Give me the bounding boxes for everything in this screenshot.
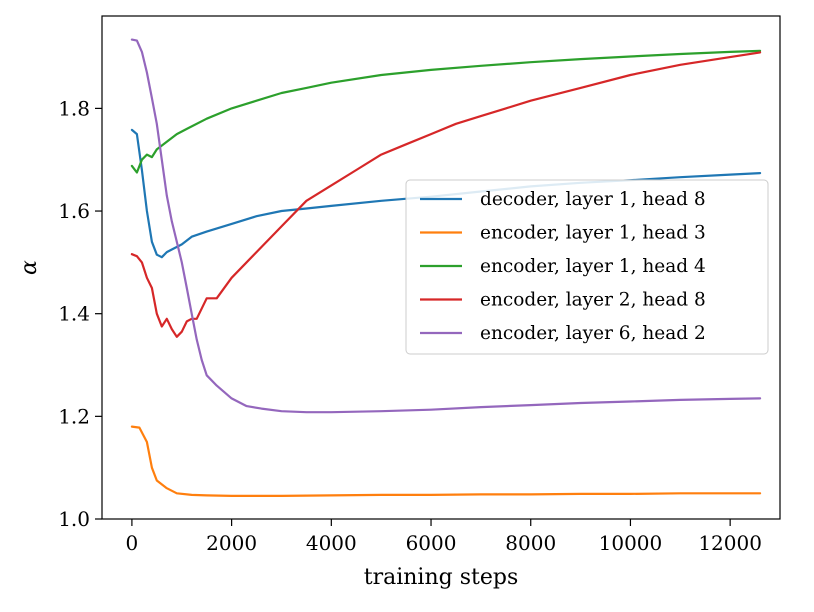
x-axis-label: training steps — [364, 565, 518, 590]
x-tick-label: 8000 — [505, 531, 556, 555]
legend-frame — [405, 179, 769, 355]
legend-entry-label: encoder, layer 1, head 4 — [480, 256, 706, 277]
legend-entry-label: decoder, layer 1, head 8 — [480, 189, 706, 210]
legend: decoder, layer 1, head 8 encoder, layer 1… — [405, 179, 769, 355]
x-tick-label: 6000 — [406, 531, 457, 555]
series-line-3 — [130, 49, 762, 174]
x-tick-label: 10000 — [599, 531, 663, 555]
plot-frame — [101, 15, 781, 520]
series-line-2 — [130, 425, 762, 497]
legend-entry-label: encoder, layer 2, head 8 — [480, 290, 706, 311]
y-tick-label: 1.6 — [58, 199, 90, 223]
x-tick-label: 2000 — [206, 531, 257, 555]
legend-entry-label: encoder, layer 1, head 3 — [480, 223, 706, 244]
series-line-5 — [130, 38, 762, 414]
x-tick-label: 0 — [126, 531, 139, 555]
series-line-4 — [130, 51, 762, 338]
series-layer — [130, 38, 762, 497]
x-tick-label: 12000 — [698, 531, 762, 555]
x-axis: 0 2000 4000 6000 8000 10000 12000 — [126, 519, 762, 555]
x-tick-label: 4000 — [306, 531, 357, 555]
y-tick-label: 1.2 — [58, 404, 90, 428]
y-tick-label: 1.0 — [58, 507, 90, 531]
y-tick-label: 1.4 — [58, 302, 90, 326]
y-axis-label: α — [17, 260, 42, 275]
y-tick-label: 1.8 — [58, 96, 90, 120]
y-axis: 1.0 1.2 1.4 1.6 1.8 — [58, 96, 102, 531]
legend-entry-label: encoder, layer 6, head 2 — [480, 323, 706, 344]
